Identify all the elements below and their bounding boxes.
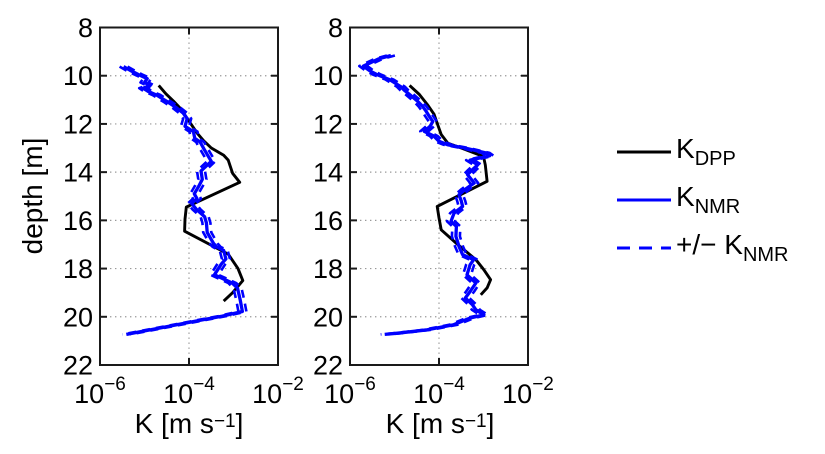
x-axis-label-exponent: −1 (213, 411, 236, 432)
legend-line-knmr-solid-icon (617, 198, 671, 202)
legend-entry-kdpp: KDPP (616, 130, 816, 174)
x-axis-label-close: ] (235, 408, 244, 439)
y-axis-label: depth [m] (17, 137, 48, 255)
legend-entry-knmr: KNMR (616, 178, 816, 222)
y-tick-label: 18 (63, 254, 93, 284)
legend-line-kdpp-solid-icon (617, 150, 671, 154)
y-tick-label: 20 (63, 302, 93, 332)
y-tick-label: 12 (63, 109, 93, 139)
y-tick-label: 14 (313, 158, 343, 188)
y-tick-label: 12 (313, 109, 343, 139)
x-axis-label-text: K [m s (134, 408, 214, 439)
knmr-curve (122, 65, 245, 337)
legend-label-kdpp: KDPP (676, 133, 736, 170)
legend-line-knmr-dashed-icon (617, 246, 671, 250)
y-tick-label: 18 (313, 254, 343, 284)
legend-entry-knmr-band: +/− KNMR (616, 226, 816, 270)
x-tick-label: 10−2 (502, 374, 554, 409)
y-tick-label: 10 (63, 61, 93, 91)
y-tick-label: 16 (313, 206, 343, 236)
kdpp-curve (408, 84, 493, 296)
x-axis-label-text: K [m s (385, 408, 465, 439)
knmr-band-lower (358, 54, 487, 336)
legend: KDPP KNMR +/− KNMR (616, 130, 816, 274)
y-tick-label: 10 (313, 61, 343, 91)
x-axis-label-right: K [m s−1] (340, 408, 540, 440)
y-tick-label: 14 (63, 158, 93, 188)
y-tick-label: 8 (328, 13, 343, 43)
y-tick-label: 22 (313, 351, 343, 381)
x-axis-label-exponent: −1 (464, 411, 487, 432)
x-axis-label-left: K [m s−1] (89, 408, 289, 440)
legend-label-knmr-band: +/− KNMR (676, 229, 789, 266)
x-tick-label: 10−4 (413, 374, 465, 409)
knmr-band-upper (366, 54, 495, 336)
knmr-curve (361, 53, 492, 337)
knmr-band-upper (126, 65, 248, 336)
x-tick-label: 10−6 (74, 374, 126, 409)
x-tick-label: 10−2 (252, 374, 304, 409)
legend-label-knmr: KNMR (676, 181, 741, 218)
x-tick-label: 10−4 (163, 374, 215, 409)
y-tick-label: 20 (313, 302, 343, 332)
y-tick-label: 16 (63, 206, 93, 236)
y-tick-label: 22 (63, 351, 93, 381)
x-axis-label-close: ] (486, 408, 495, 439)
x-tick-label: 10−6 (324, 374, 376, 409)
y-tick-label: 8 (78, 13, 93, 43)
